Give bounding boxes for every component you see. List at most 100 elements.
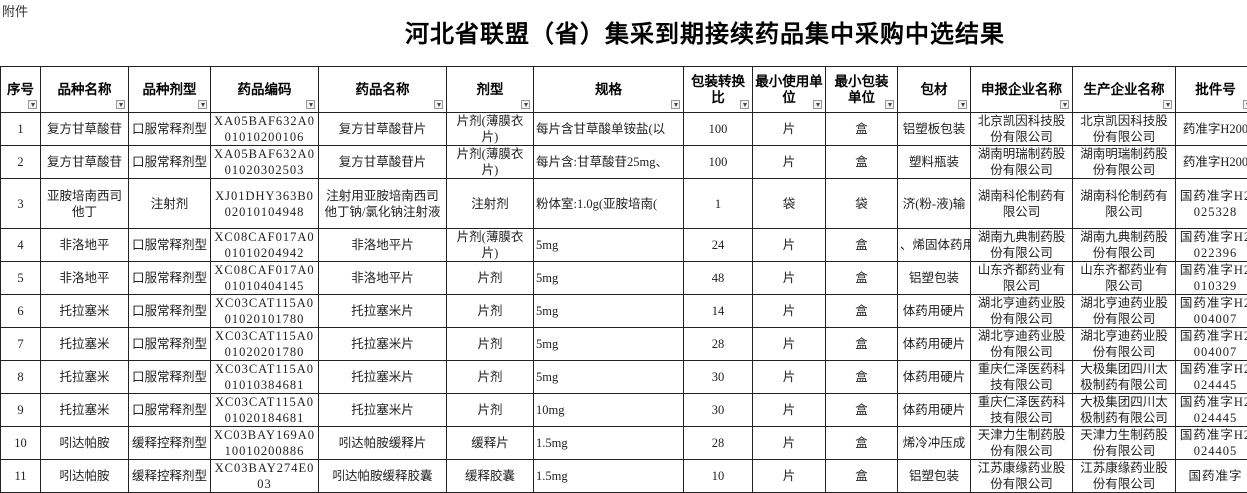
cell: XC03BAY274E003 [211, 460, 319, 493]
cell: 每片含甘草酸单铵盐(以 [534, 113, 684, 146]
column-header: 药品名称 [319, 67, 447, 113]
cell: XC03CAT115A001020201780 [211, 328, 319, 361]
cell: 塑料瓶装 [898, 146, 971, 179]
cell: 托拉塞米片 [319, 295, 447, 328]
cell: 湖北亨迪药业股份有限公司 [971, 328, 1073, 361]
cell: 体药用硬片 [898, 295, 971, 328]
cell: 盒 [826, 460, 898, 493]
column-header: 最小包装单位 [826, 67, 898, 113]
column-header: 生产企业名称 [1073, 67, 1176, 113]
cell: 盒 [826, 146, 898, 179]
cell: 片 [753, 460, 826, 493]
cell: 5 [1, 262, 41, 295]
cell: 11 [1, 460, 41, 493]
cell: 片剂 [447, 262, 534, 295]
cell: 缓释控释剂型 [129, 460, 211, 493]
cell: 10 [684, 460, 753, 493]
cell: 口服常释剂型 [129, 328, 211, 361]
cell: XA05BAF632A001010200106 [211, 113, 319, 146]
cell: 2 [1, 146, 41, 179]
cell: 片剂(薄膜衣片) [447, 113, 534, 146]
cell: 100 [684, 146, 753, 179]
cell: 湖北亨迪药业股份有限公司 [1073, 328, 1176, 361]
cell: 北京凯因科技股份有限公司 [971, 113, 1073, 146]
cell: 药准字H200 [1176, 146, 1247, 179]
cell: 江苏康缘药业股份有限公司 [971, 460, 1073, 493]
cell: 30 [684, 361, 753, 394]
cell: 口服常释剂型 [129, 146, 211, 179]
cell: 1.5mg [534, 460, 684, 493]
cell: 30 [684, 394, 753, 427]
cell: XC03CAT115A001020184681 [211, 394, 319, 427]
cell: 湖南明瑞制药股份有限公司 [971, 146, 1073, 179]
cell: 托拉塞米 [41, 361, 129, 394]
column-header: 批件号 [1176, 67, 1247, 113]
cell: XJ01DHY363B002010104948 [211, 179, 319, 229]
column-header: 申报企业名称 [971, 67, 1073, 113]
cell: 9 [1, 394, 41, 427]
cell: 7 [1, 328, 41, 361]
cell: 山东齐都药业有限公司 [971, 262, 1073, 295]
cell: 袋 [753, 179, 826, 229]
cell: 铝塑板包装 [898, 113, 971, 146]
cell: 10mg [534, 394, 684, 427]
cell: XC08CAF017A001010204942 [211, 229, 319, 262]
result-table: 序号品种名称品种剂型药品编码药品名称剂型规格包装转换比最小使用单位最小包装单位包… [0, 66, 1247, 493]
cell: 100 [684, 113, 753, 146]
cell: 8 [1, 361, 41, 394]
cell: 口服常释剂型 [129, 394, 211, 427]
cell: 复方甘草酸苷 [41, 146, 129, 179]
cell: 国药准字H2004007 [1176, 295, 1247, 328]
column-header: 品种剂型 [129, 67, 211, 113]
column-header: 剂型 [447, 67, 534, 113]
cell: 国药准字H2004007 [1176, 328, 1247, 361]
cell: 非洛地平片 [319, 262, 447, 295]
cell: 袋 [826, 179, 898, 229]
column-header: 最小使用单位 [753, 67, 826, 113]
cell: 盒 [826, 361, 898, 394]
cell: 片剂 [447, 361, 534, 394]
cell: XC03CAT115A001020101780 [211, 295, 319, 328]
cell: 3 [1, 179, 41, 229]
cell: 体药用硬片 [898, 361, 971, 394]
cell: 注射剂 [129, 179, 211, 229]
cell: 大极集团四川太极制药有限公司 [1073, 394, 1176, 427]
cell: 5mg [534, 328, 684, 361]
cell: 北京凯因科技股份有限公司 [1073, 113, 1176, 146]
cell: 湖南科伦制药有限公司 [971, 179, 1073, 229]
cell: 5mg [534, 295, 684, 328]
cell: XC08CAF017A001010404145 [211, 262, 319, 295]
cell: 天津力生制药股份有限公司 [971, 427, 1073, 460]
cell: 10 [1, 427, 41, 460]
cell: 亚胺培南西司他丁 [41, 179, 129, 229]
cell: 、烯固体药用 [898, 229, 971, 262]
cell: 盒 [826, 328, 898, 361]
cell: XC03CAT115A001010384681 [211, 361, 319, 394]
cell: 吲达帕胺缓释片 [319, 427, 447, 460]
cell: 盒 [826, 113, 898, 146]
cell: 1 [1, 113, 41, 146]
cell: 国药准字H2022396 [1176, 229, 1247, 262]
cell: 48 [684, 262, 753, 295]
cell: 24 [684, 229, 753, 262]
cell: 片 [753, 394, 826, 427]
cell: XC03BAY169A010010200886 [211, 427, 319, 460]
cell: 5mg [534, 361, 684, 394]
cell: 托拉塞米片 [319, 361, 447, 394]
page: 附件 河北省联盟（省）集采到期接续药品集中采购中选结果 序号品种名称品种剂型药品… [0, 0, 1247, 464]
cell: 口服常释剂型 [129, 361, 211, 394]
cell: 体药用硬片 [898, 394, 971, 427]
cell: 烯冷冲压成 [898, 427, 971, 460]
cell: 国药准字H2024445 [1176, 394, 1247, 427]
cell: 片剂 [447, 328, 534, 361]
cell: 片 [753, 361, 826, 394]
cell: 湖北亨迪药业股份有限公司 [971, 295, 1073, 328]
cell: 山东齐都药业有限公司 [1073, 262, 1176, 295]
